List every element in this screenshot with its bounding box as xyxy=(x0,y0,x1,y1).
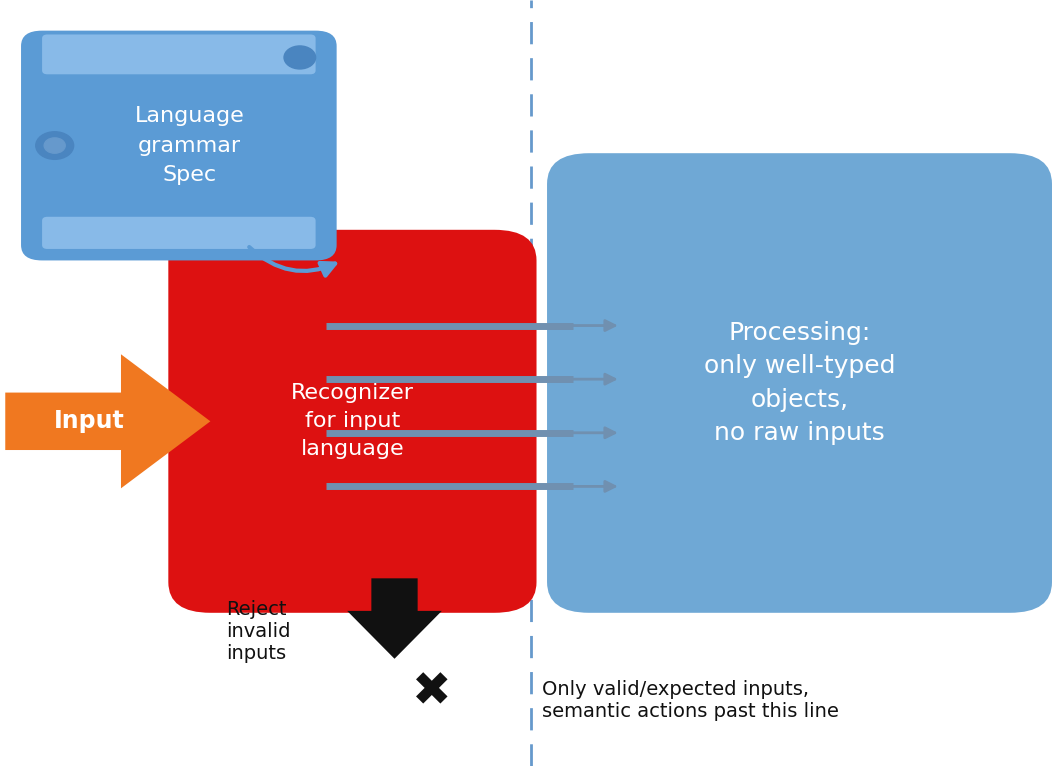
Text: ✖: ✖ xyxy=(411,671,451,715)
FancyBboxPatch shape xyxy=(21,31,337,260)
FancyBboxPatch shape xyxy=(168,230,537,613)
Text: Only valid/expected inputs,
semantic actions past this line: Only valid/expected inputs, semantic act… xyxy=(542,680,838,722)
Polygon shape xyxy=(347,578,442,659)
Text: Reject
invalid
inputs: Reject invalid inputs xyxy=(226,601,290,663)
FancyBboxPatch shape xyxy=(42,34,316,74)
Text: Processing:
only well-typed
objects,
no raw inputs: Processing: only well-typed objects, no … xyxy=(704,321,895,445)
Text: Recognizer
for input
language: Recognizer for input language xyxy=(291,383,413,460)
Text: Input: Input xyxy=(54,409,125,434)
Text: Language
grammar
Spec: Language grammar Spec xyxy=(135,106,244,185)
FancyArrowPatch shape xyxy=(249,247,336,276)
Circle shape xyxy=(36,132,74,159)
Circle shape xyxy=(44,138,65,153)
FancyBboxPatch shape xyxy=(547,153,1052,613)
FancyBboxPatch shape xyxy=(42,217,316,249)
Polygon shape xyxy=(5,355,210,489)
Circle shape xyxy=(284,46,316,69)
